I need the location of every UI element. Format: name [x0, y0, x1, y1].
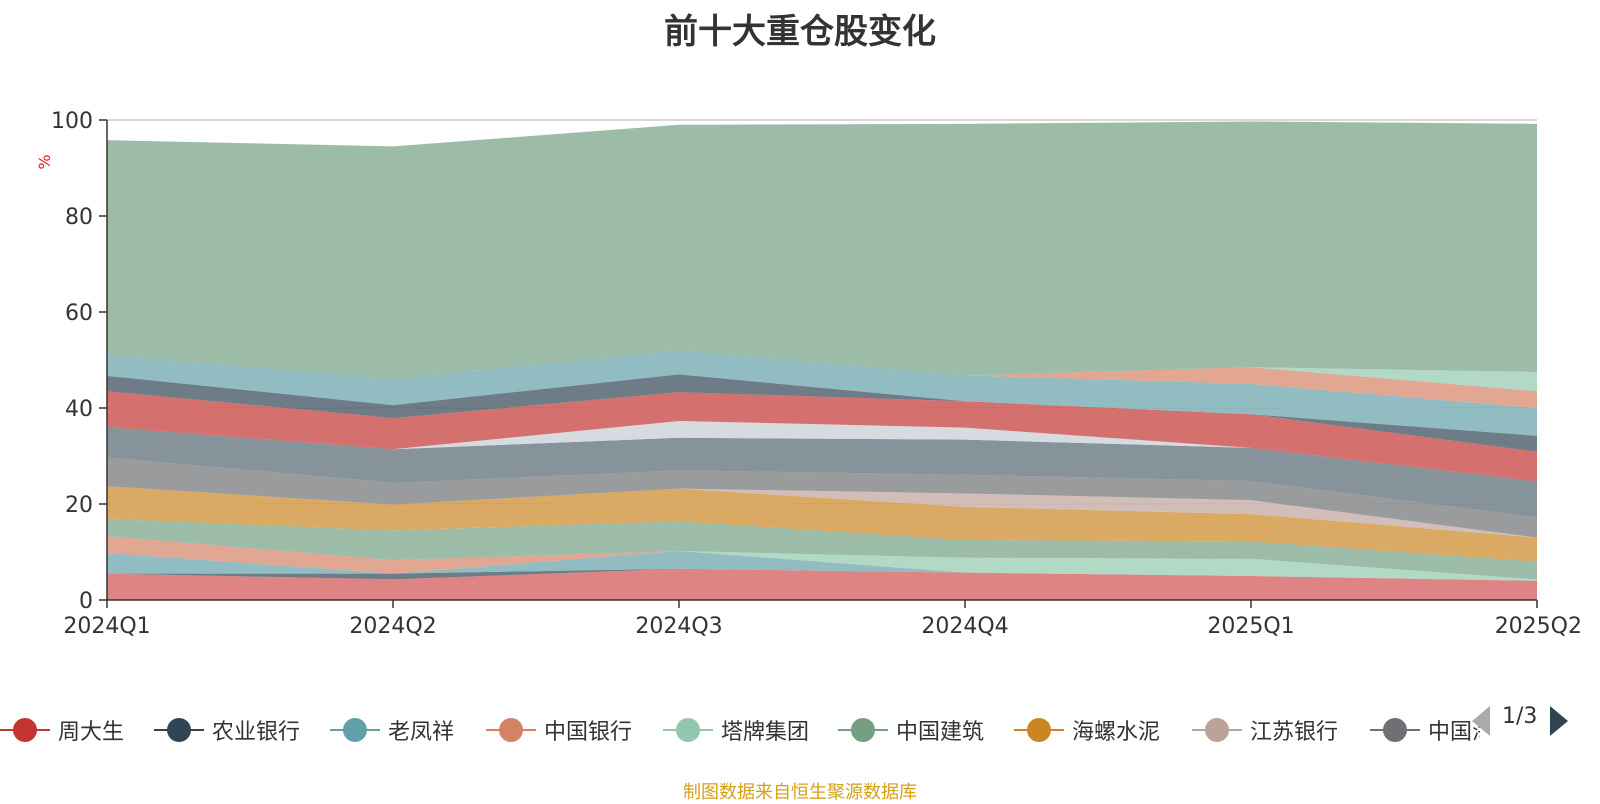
series-area-1[interactable] — [107, 568, 1537, 600]
legend-marker-icon — [486, 718, 536, 742]
tick-labels: 0 20 40 60 80 100 2024Q1 2024Q2 2024Q3 2024Q4 2025… — [35, 109, 1582, 639]
legend-item[interactable]: 江苏银行 — [1192, 712, 1338, 748]
area-chart: 0 20 40 60 80 100 2024Q1 2024Q2 2024Q3 2024Q4 2025… — [35, 109, 1582, 639]
series-area-11[interactable] — [107, 420, 1537, 482]
series-area-17[interactable] — [107, 121, 1537, 379]
chart-title: 前十大重仓股变化 — [664, 12, 936, 52]
legend-marker-icon — [1192, 718, 1242, 742]
legend-item[interactable]: 海螺水泥 — [1014, 712, 1160, 748]
legend-marker-icon — [330, 718, 380, 742]
series-area-6[interactable] — [107, 518, 1537, 580]
y-tick-label: 100 — [51, 109, 93, 134]
legend-marker-icon — [1370, 718, 1420, 742]
legend-label: 农业银行 — [212, 720, 301, 745]
legend-item[interactable]: 中国建筑 — [838, 712, 984, 748]
legend-label: 中国银行 — [544, 720, 633, 745]
legend-label: 老凤祥 — [388, 720, 455, 745]
legend-pager: 1/3 — [1470, 704, 1600, 740]
legend-page-indicator: 1/3 — [1502, 704, 1538, 729]
series-area-13[interactable] — [107, 374, 1537, 452]
series-area-8[interactable] — [107, 486, 1537, 538]
previous-page-icon[interactable] — [1472, 706, 1490, 736]
legend-marker-icon — [1014, 718, 1064, 742]
y-tick-label: 40 — [65, 397, 93, 422]
series-area-3[interactable] — [107, 551, 1537, 581]
series-area-12[interactable] — [107, 391, 1537, 482]
legend-item[interactable]: 农业银行 — [154, 712, 300, 748]
series-area-10[interactable] — [107, 427, 1537, 518]
legend-item[interactable]: 老凤祥 — [330, 712, 454, 748]
x-tick-label: 2025Q1 — [1207, 614, 1294, 639]
next-page-icon[interactable] — [1550, 706, 1568, 736]
legend-marker-icon — [838, 718, 888, 742]
y-tick-label: 80 — [65, 205, 93, 230]
legend-marker-icon — [0, 718, 50, 742]
y-tick-label: 20 — [65, 493, 93, 518]
legend-label: 海螺水泥 — [1072, 720, 1161, 745]
x-tick-label: 2024Q2 — [349, 614, 436, 639]
x-tick-label: 2024Q3 — [635, 614, 722, 639]
legend: 周大生 农业银行 老凤祥 中国银行 塔牌集团 中国建筑 海螺水泥 江苏银行 中国海油 — [0, 712, 1480, 748]
legend-label: 江苏银行 — [1250, 720, 1339, 745]
legend-item[interactable]: 中国海油 — [1370, 712, 1480, 748]
legend-marker-icon — [663, 718, 713, 742]
legend-item[interactable]: 塔牌集团 — [663, 712, 809, 748]
y-axis-unit: % — [35, 154, 54, 169]
series-areas — [107, 121, 1537, 600]
legend-marker-icon — [154, 718, 204, 742]
x-tick-label: 2024Q1 — [63, 614, 150, 639]
legend-label: 中国建筑 — [896, 720, 985, 745]
legend-label: 塔牌集团 — [721, 720, 810, 745]
series-area-9[interactable] — [107, 457, 1537, 538]
series-area-14[interactable] — [107, 350, 1537, 436]
y-tick-label: 60 — [65, 301, 93, 326]
legend-label: 周大生 — [58, 720, 125, 745]
source-note: 制图数据来自恒生聚源数据库 — [683, 782, 917, 803]
legend-item[interactable]: 周大生 — [0, 712, 124, 748]
axes — [99, 119, 1538, 608]
y-tick-label: 0 — [79, 589, 93, 614]
series-area-15[interactable] — [107, 350, 1537, 408]
x-tick-label: 2025Q2 — [1495, 614, 1582, 639]
legend-item[interactable]: 中国银行 — [486, 712, 632, 748]
x-tick-label: 2024Q4 — [921, 614, 1008, 639]
legend-label: 中国海油 — [1428, 720, 1480, 745]
series-area-2[interactable] — [107, 568, 1537, 581]
series-area-5[interactable] — [107, 536, 1537, 581]
series-area-7[interactable] — [107, 486, 1537, 562]
